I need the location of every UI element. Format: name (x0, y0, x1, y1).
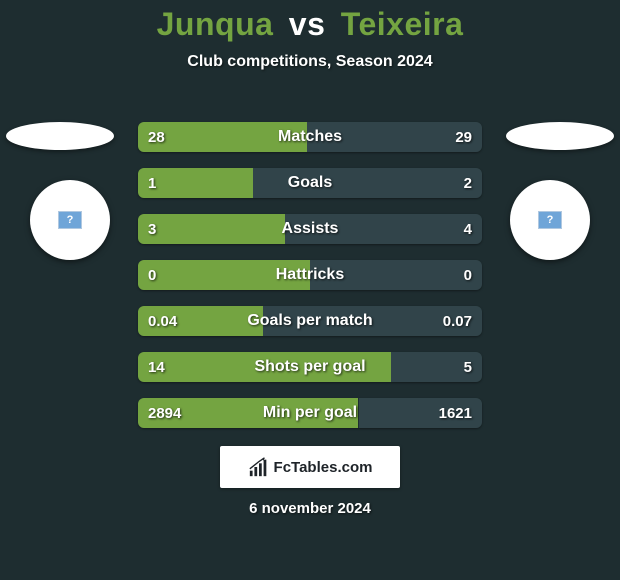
stat-bar-fill-left (138, 122, 307, 152)
infographic-root: Junqua vs Teixeira Club competitions, Se… (0, 0, 620, 580)
stat-bar-fill-left (138, 306, 263, 336)
player1-nationality-circle (30, 180, 110, 260)
title-player1: Junqua (157, 6, 274, 42)
brand-box: FcTables.com (220, 446, 400, 488)
stat-bar-row: Hattricks00 (138, 260, 482, 290)
stat-bars-container: Matches2829 Goals12 Assists34 Hattricks00 Go… (138, 122, 482, 444)
bars-growth-icon (248, 456, 270, 478)
stat-bar-fill-right (310, 260, 482, 290)
stat-bar-row: Min per goal28941621 (138, 398, 482, 428)
player2-club-ellipse (506, 122, 614, 150)
date-text: 6 november 2024 (0, 500, 620, 517)
stat-bar-row: Goals per match0.040.07 (138, 306, 482, 336)
stat-bar-fill-right (253, 168, 482, 198)
title-vs: vs (289, 6, 326, 42)
stat-bar-fill-right (285, 214, 482, 244)
title-player2: Teixeira (341, 6, 464, 42)
stat-bar-fill-left (138, 398, 358, 428)
player2-nationality-circle (510, 180, 590, 260)
stat-bar-row: Shots per goal145 (138, 352, 482, 382)
stat-bar-fill-right (263, 306, 482, 336)
player1-club-ellipse (6, 122, 114, 150)
stat-bar-fill-right (307, 122, 482, 152)
stat-bar-fill-left (138, 260, 310, 290)
stat-bar-row: Matches2829 (138, 122, 482, 152)
stat-bar-fill-left (138, 352, 391, 382)
brand-text: FcTables.com (274, 459, 373, 476)
flag-icon (538, 211, 562, 229)
stat-bar-fill-right (391, 352, 482, 382)
stat-bar-row: Goals12 (138, 168, 482, 198)
subtitle: Club competitions, Season 2024 (0, 53, 620, 71)
stat-bar-row: Assists34 (138, 214, 482, 244)
stat-bar-fill-right (359, 398, 483, 428)
flag-icon (58, 211, 82, 229)
stat-bar-fill-left (138, 214, 285, 244)
stat-bar-fill-left (138, 168, 253, 198)
page-title: Junqua vs Teixeira (0, 0, 620, 43)
